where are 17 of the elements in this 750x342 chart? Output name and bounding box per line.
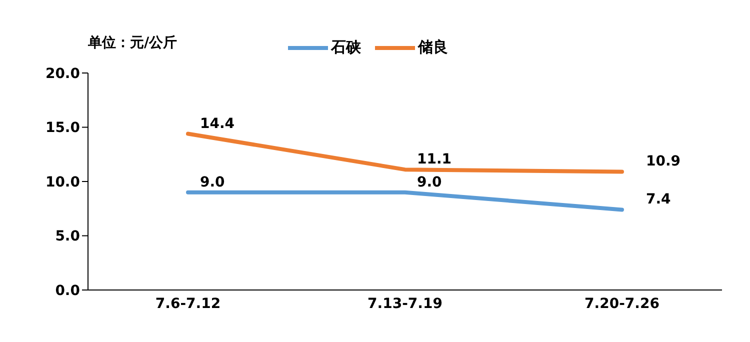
x-tick-label: 7.20-7.26 [584,296,660,312]
y-tick-label: 5.0 [55,228,80,245]
x-tick-label: 7.13-7.19 [368,296,442,312]
y-tick-label: 15.0 [45,120,80,136]
y-tick-label: 20.0 [45,66,80,82]
y-tick-label: 0.0 [55,282,80,299]
x-tick-label: 7.6-7.12 [155,296,221,312]
data-label: 9.0 [200,174,226,190]
data-label: 14.4 [200,116,235,132]
data-label: 10.9 [646,154,681,170]
data-label: 7.4 [646,192,672,208]
y-tick-label: 10.0 [45,174,80,190]
data-label: 9.0 [417,174,442,190]
legend-label: 储良 [418,38,448,57]
y-axis-title: 单位：元/公斤 [88,34,178,52]
legend-label: 石硖 [331,38,361,57]
data-label: 11.1 [417,152,452,168]
